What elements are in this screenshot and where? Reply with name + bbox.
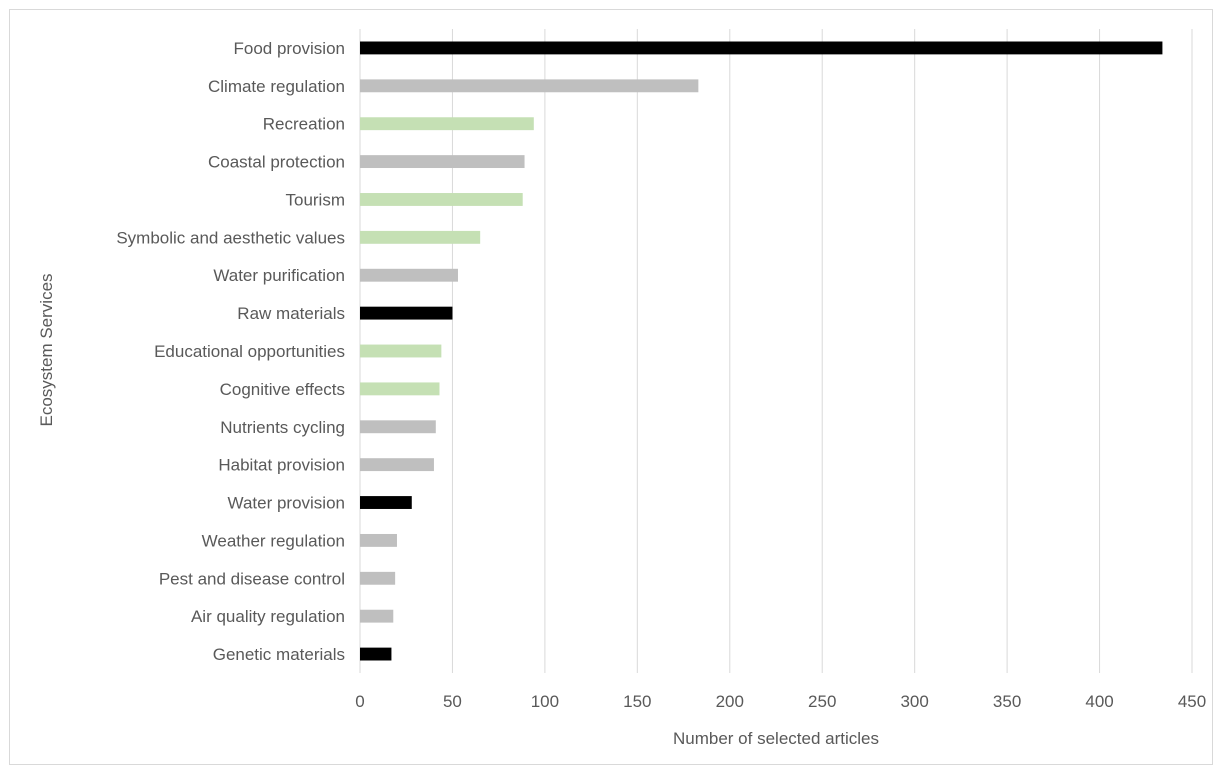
- bar: [360, 79, 699, 93]
- category-label: Educational opportunities: [154, 342, 345, 361]
- x-tick-label: 200: [716, 692, 744, 711]
- x-tick-label: 300: [900, 692, 928, 711]
- category-label: Recreation: [263, 115, 345, 134]
- category-label: Coastal protection: [208, 153, 345, 172]
- bar: [360, 344, 442, 358]
- bar: [360, 155, 525, 169]
- x-tick-label: 400: [1085, 692, 1113, 711]
- x-tick-label: 0: [355, 692, 364, 711]
- x-tick-label: 450: [1178, 692, 1206, 711]
- x-tick-label: 150: [623, 692, 651, 711]
- category-label: Tourism: [285, 190, 345, 209]
- y-axis-title: Ecosystem Services: [37, 273, 56, 426]
- gridlines: [359, 29, 1193, 673]
- bar: [360, 306, 453, 320]
- bar: [360, 230, 481, 244]
- bar: [360, 533, 397, 547]
- category-label: Water purification: [213, 266, 345, 285]
- bar: [360, 420, 436, 434]
- category-label: Climate regulation: [208, 77, 345, 96]
- category-label: Food provision: [233, 39, 345, 58]
- x-tick-label: 350: [993, 692, 1021, 711]
- bars: [360, 41, 1163, 661]
- x-tick-labels: 0 50 100 150 200 250 300 350 400 450: [355, 692, 1206, 711]
- x-tick-label: 100: [531, 692, 559, 711]
- x-tick-label: 50: [443, 692, 462, 711]
- bar: [360, 496, 412, 509]
- chart-frame: [9, 9, 1213, 765]
- category-label: Habitat provision: [218, 456, 345, 475]
- bar: [360, 571, 396, 585]
- category-label: Genetic materials: [213, 645, 345, 664]
- category-label: Air quality regulation: [191, 607, 345, 626]
- category-label: Water provision: [228, 494, 345, 513]
- category-label: Cognitive effects: [220, 380, 345, 399]
- category-label: Weather regulation: [202, 531, 345, 550]
- x-axis-title: Number of selected articles: [673, 729, 879, 748]
- bar: [360, 382, 440, 396]
- category-label: Pest and disease control: [159, 569, 345, 588]
- category-label: Raw materials: [237, 304, 345, 323]
- bar: [360, 41, 1163, 55]
- bar: [360, 193, 523, 206]
- bar: [360, 268, 458, 282]
- category-labels: Food provision Climate regulation Recreati…: [116, 39, 345, 664]
- bar: [360, 609, 394, 623]
- category-label: Symbolic and aesthetic values: [116, 228, 345, 247]
- bar: [360, 647, 392, 661]
- bar: [360, 117, 534, 131]
- category-label: Nutrients cycling: [220, 418, 345, 437]
- bar: [360, 458, 434, 472]
- x-tick-label: 250: [808, 692, 836, 711]
